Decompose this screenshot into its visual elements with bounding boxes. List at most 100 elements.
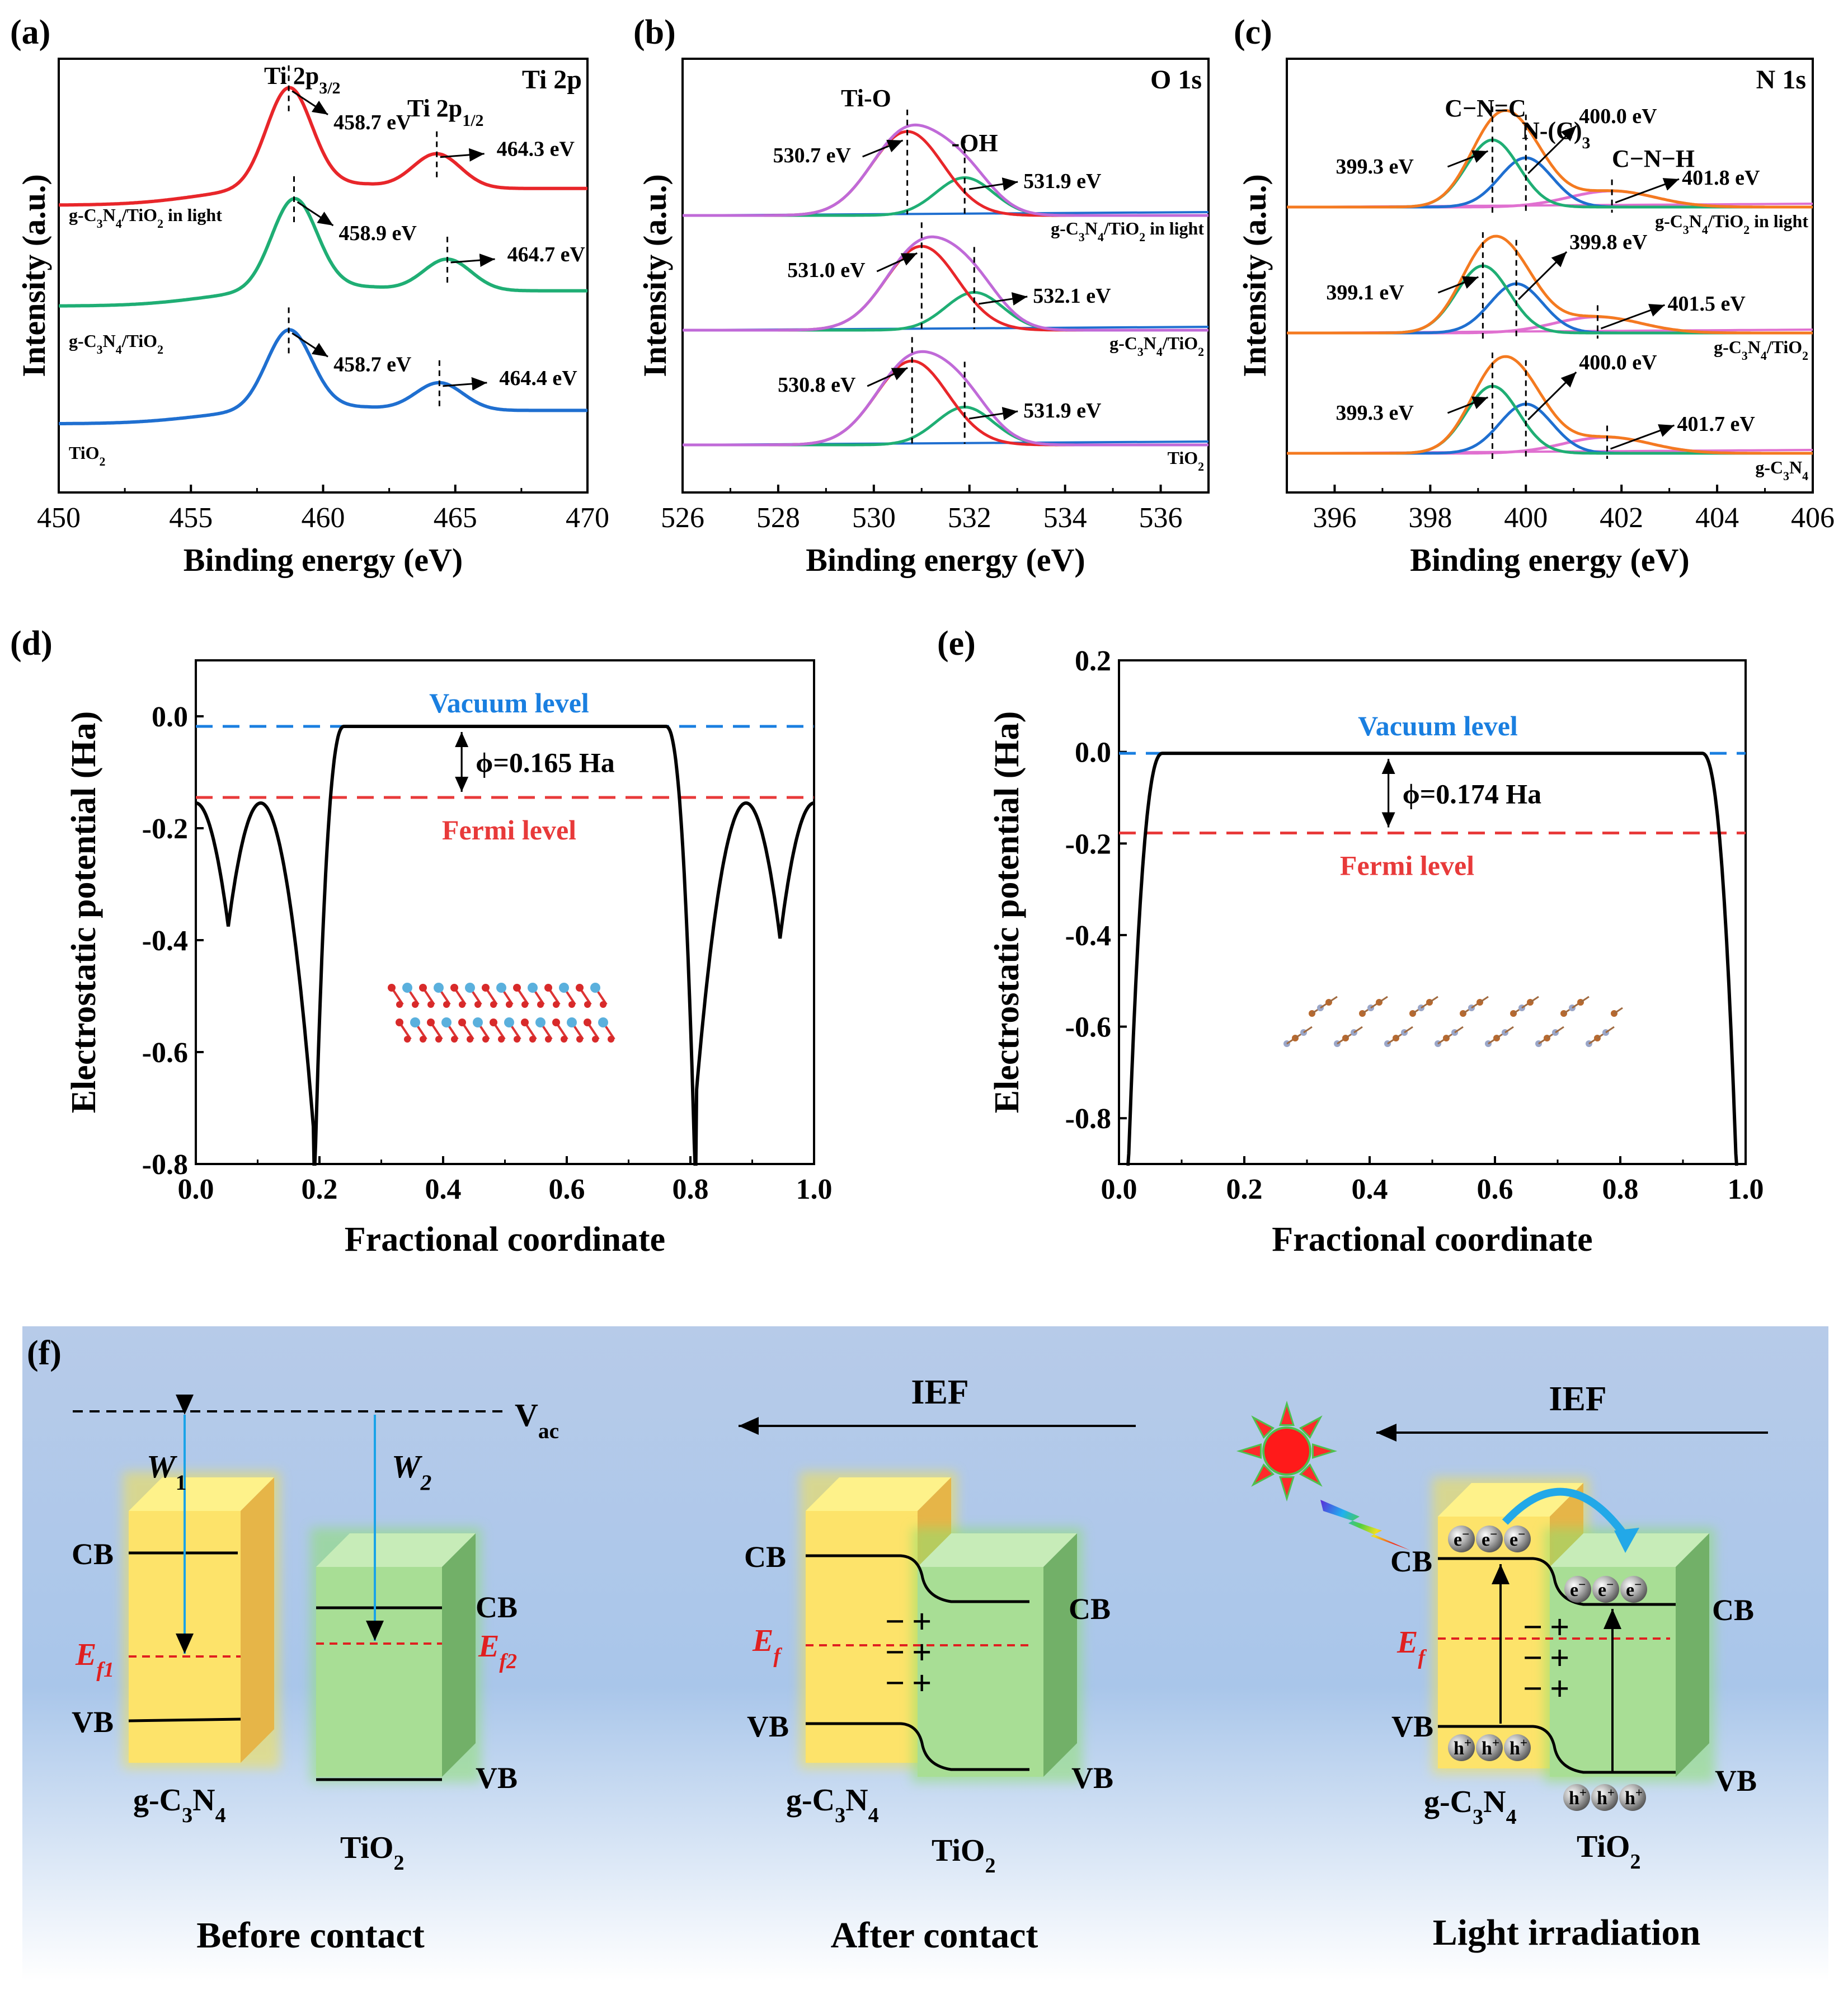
bond [1580,996,1590,1003]
y-axis-label: Electrostatic potential (Ha) [65,711,103,1114]
atom [545,1036,552,1043]
electron-tio2-label: e− [1598,1578,1614,1601]
bond [1454,1026,1464,1034]
plus-sign: + [1550,1639,1569,1677]
peak-label: 400.0 eV [1579,105,1657,128]
electron-gcn [1448,1526,1475,1552]
phi-label: ϕ=0.174 Ha [1403,778,1542,809]
peak-label: 458.7 eV [333,111,412,134]
sun-ray [1251,1463,1275,1487]
x-tick-label: 400 [1504,502,1548,534]
atom [490,1019,497,1026]
caption-light: Light irradiation [1433,1912,1701,1953]
x-tick-label: 470 [566,502,609,534]
chart-title: N 1s [1756,65,1806,95]
atom [561,1036,567,1043]
x-axis-label: Binding energy (eV) [1410,542,1689,578]
atom [592,1036,599,1043]
hole-tio2 [1591,1784,1618,1811]
atom [568,1001,575,1008]
electron-transfer-arrow [1502,1487,1629,1539]
peak-label: 531.9 eV [1023,170,1102,193]
x-tick-label: 0.0 [1101,1174,1137,1205]
panel-a: (a) 450 455 460 465 470 Binding energy (eV) Int… [10,13,609,578]
peak-label: 530.7 eV [773,144,852,167]
plus-sign: + [1550,1670,1569,1708]
y-tick-label: -0.2 [1065,828,1111,860]
component-oh-0 [683,176,1209,217]
cube-top [316,1533,476,1567]
envelope-0 [1287,109,1813,209]
panel-d: (d) 0.0 0.2 0.4 0.6 0.8 1.0 0.0 -0.2 -0.4 -0.6 -0.8… [10,625,833,1259]
sample-label: g-C3N4/TiO2 [1714,337,1808,363]
atom [552,1019,560,1026]
peak-label: 399.8 eV [1569,231,1648,254]
plot-frame [195,659,815,1165]
panel-label: (f) [27,1334,62,1372]
vb-label-tio2-after: VB [1071,1761,1113,1795]
atom [451,1036,458,1043]
atom [402,983,412,993]
atom [443,1001,450,1008]
electron-tio2-label: e− [1570,1578,1586,1601]
x-tick-label: 0.4 [425,1174,462,1205]
atom [498,1036,505,1043]
peak-arrow [291,332,328,358]
y-tick-label: -0.4 [1065,920,1111,952]
vb-label-gcn-after: VB [747,1710,789,1743]
atom [598,1017,608,1027]
x-tick-label: 526 [661,502,704,534]
ef1-label: Ef1 [75,1637,114,1682]
spectrum-line-1 [59,197,587,308]
plus-sign: + [912,1634,932,1672]
x-tick-label: 1.0 [1728,1174,1764,1205]
vb-line-gcn [128,1717,241,1723]
peak-label: 531.0 eV [787,259,866,282]
plot-frame [58,58,589,494]
atom [450,984,458,992]
y-tick-label: -0.6 [1065,1012,1111,1044]
gcn-label-light: g-C3N4 [1424,1785,1517,1829]
vb-label-tio2: VB [476,1761,518,1795]
y-tick-label: -0.2 [142,813,188,845]
cb-label-tio2-after: CB [1069,1592,1111,1626]
peak-arrow [1615,178,1680,204]
peak-label: 399.3 eV [1336,155,1414,179]
component-oh-1 [683,290,1209,332]
atom [576,984,584,992]
peak-arrow [443,377,487,391]
peak-label: 399.1 eV [1326,281,1404,304]
bond [1379,996,1388,1003]
x-tick-label: 0.6 [549,1174,585,1205]
potential-curve [195,725,815,1166]
y-axis-label: Intensity (a.u.) [637,174,673,377]
minus-sign: − [1523,1639,1543,1677]
atom [420,1036,426,1043]
envelope-1 [683,235,1209,332]
atom [419,984,427,992]
x-tick-label: 0.4 [1352,1174,1388,1205]
panel-b: (b) 526 528 530 532 534 536 Binding energy (eV)… [633,13,1210,578]
tio2-cube-light [1544,1528,1715,1782]
x-tick-label: 0.2 [302,1174,338,1205]
component-label-oh: -OH [951,129,998,157]
panel-label: (a) [10,13,50,51]
x-tick-label: 0.8 [1602,1174,1639,1205]
hole-gcn [1476,1734,1503,1761]
minus-sign: − [885,1603,905,1641]
sample-label: TiO2 [69,443,105,468]
peak-label: 399.3 eV [1336,401,1414,425]
vacuum-label: Vacuum level [429,687,589,719]
electron-gcn-label: e− [1454,1527,1469,1550]
x-tick-label: 530 [852,502,896,534]
tio2-crystal-structure [388,983,615,1043]
x-tick-label: 532 [948,502,991,534]
cube-top [806,1477,951,1511]
tio2-label-after: TiO2 [932,1833,996,1878]
atom [467,1036,473,1043]
component-tio-2 [683,359,1209,447]
chart-title: O 1s [1150,65,1202,95]
bond [1303,1026,1313,1034]
atom [553,1001,559,1008]
